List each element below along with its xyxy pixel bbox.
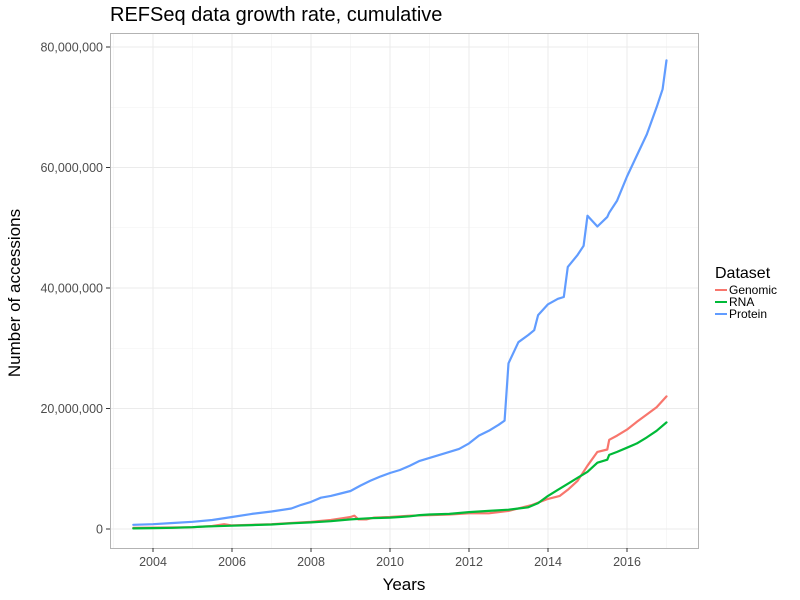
x-tick-label: 2012 bbox=[455, 555, 483, 569]
legend-key-rna bbox=[715, 301, 727, 303]
y-tick-label: 80,000,000 bbox=[40, 41, 103, 55]
plot-panel-border bbox=[110, 33, 699, 549]
series-line-protein bbox=[132, 59, 668, 526]
x-tick-label: 2010 bbox=[376, 555, 404, 569]
series-line-genomic bbox=[132, 395, 668, 529]
legend-item-protein: Protein bbox=[715, 307, 777, 321]
legend-key-genomic bbox=[715, 289, 727, 291]
axis-ticks: 2004 2006 2008 2010 2012 2014 2016 0 20,000,000 4… bbox=[40, 41, 641, 570]
x-tick-label: 2008 bbox=[297, 555, 325, 569]
y-tick-label: 60,000,000 bbox=[40, 161, 103, 175]
x-tick-label: 2014 bbox=[534, 555, 562, 569]
legend-key-protein bbox=[715, 313, 727, 315]
y-tick-label: 20,000,000 bbox=[40, 402, 103, 416]
x-tick-label: 2004 bbox=[139, 555, 167, 569]
legend-title: Dataset bbox=[715, 265, 771, 282]
y-tick-label: 0 bbox=[96, 523, 103, 537]
series-line-rna bbox=[132, 421, 668, 530]
y-axis-label: Number of accessions bbox=[5, 208, 24, 378]
legend: Dataset Genomic RNA Protein bbox=[715, 265, 778, 321]
grid-lines bbox=[110, 33, 698, 548]
x-axis-label: Years bbox=[382, 575, 426, 594]
legend-item-genomic: Genomic bbox=[715, 283, 778, 297]
legend-label-rna: RNA bbox=[729, 295, 755, 309]
legend-label-protein: Protein bbox=[729, 307, 768, 321]
x-tick-label: 2006 bbox=[218, 555, 246, 569]
series-lines bbox=[132, 59, 668, 530]
legend-item-rna: RNA bbox=[715, 295, 777, 309]
y-tick-label: 40,000,000 bbox=[40, 282, 103, 296]
chart-title: REFSeq data growth rate, cumulative bbox=[110, 4, 443, 26]
legend-label-genomic: Genomic bbox=[729, 283, 778, 297]
x-tick-label: 2016 bbox=[613, 555, 641, 569]
